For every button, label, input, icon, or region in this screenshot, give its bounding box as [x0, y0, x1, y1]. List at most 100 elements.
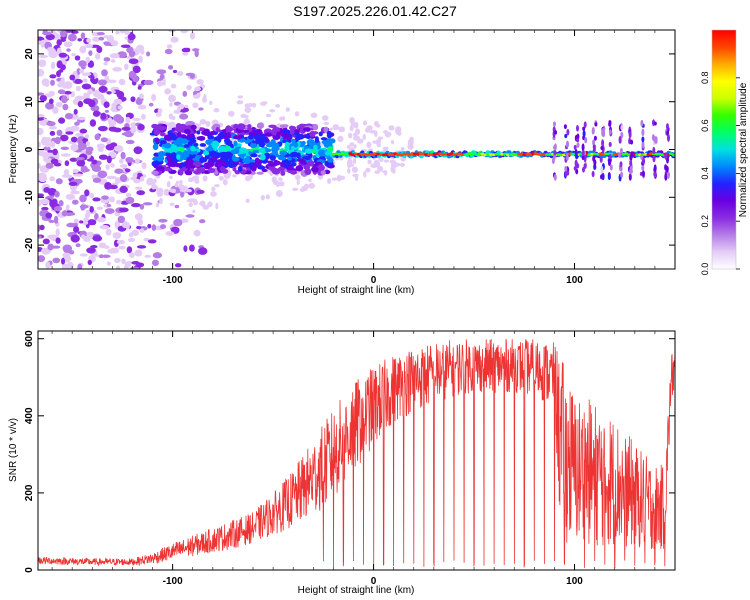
spectrogram-cell [110, 90, 116, 94]
spectrogram-cell [138, 55, 143, 64]
spectrogram-cell [119, 185, 128, 194]
spectrogram-cell [630, 139, 634, 145]
spectrogram-cell [58, 199, 64, 207]
spectrogram-cell [341, 126, 345, 132]
spectrogram-cell [89, 206, 94, 213]
spectrogram-cell [215, 202, 219, 210]
spectrogram-cell [133, 146, 143, 155]
spectrogram-cell [127, 237, 136, 242]
spectrogram-cell [641, 170, 645, 178]
spectrogram-cell [236, 100, 244, 105]
spectrogram-cell [151, 259, 159, 267]
spectrogram-cell [185, 158, 194, 165]
spectrogram-cell [75, 243, 81, 248]
spectrogram-cell [134, 249, 143, 257]
spectrogram-cell [383, 159, 390, 163]
spectrogram-cell [349, 142, 355, 147]
spectrogram-cell [193, 151, 199, 155]
spectrogram-cell [38, 59, 47, 68]
spectrogram-cell [46, 121, 56, 127]
spectrogram-cell [118, 207, 129, 213]
spectrogram-cell [141, 113, 146, 120]
spectrogram-cell [337, 135, 344, 143]
spectrogram-cell [326, 130, 332, 136]
spectrogram-cell [79, 220, 84, 224]
spectrogram-cell [600, 165, 604, 173]
spectrogram-cell [199, 119, 207, 125]
spectrogram-cell [377, 166, 384, 172]
spectrogram-cell [163, 142, 172, 149]
spectrogram-cell [120, 44, 131, 48]
spectrogram-cell [70, 234, 80, 243]
spectrogram-xtick-label: -100 [163, 275, 183, 286]
spectrogram-cell [179, 179, 183, 186]
spectrogram-cell [296, 133, 302, 141]
spectrogram-cell [608, 120, 612, 125]
spectrogram-cell [196, 92, 201, 98]
spectrogram-cell [583, 121, 587, 128]
spectrogram-cell [70, 30, 79, 34]
spectrogram-cell [182, 90, 188, 97]
spectrogram-cell [207, 135, 215, 140]
spectrogram-cell [189, 32, 196, 40]
spectrogram-cell [321, 115, 329, 121]
spectrogram-cell [601, 139, 605, 147]
spectrogram-cell [618, 136, 622, 144]
spectrogram-cell [192, 199, 198, 206]
spectrogram-cell [65, 212, 76, 216]
spectrogram-cell [38, 113, 45, 119]
spectrogram-cell [120, 151, 126, 160]
spectrogram-cell [92, 197, 101, 202]
spectrogram-cell [254, 157, 260, 164]
spectrogram-cell [125, 116, 131, 124]
spectrogram-cell [104, 109, 110, 113]
spectrogram-cell [652, 146, 656, 155]
colorbar-ticks: 0.0 0.2 0.4 0.6 0.8 [700, 72, 740, 275]
spectrogram-cell [349, 117, 355, 124]
spectrogram-cell [460, 153, 465, 157]
spectrogram-cell [96, 143, 106, 149]
spectrogram-cell [159, 224, 167, 230]
spectrogram-cell [282, 139, 287, 144]
spectrogram-cell [307, 160, 315, 167]
spectrogram-cell [42, 238, 50, 245]
spectrogram-cell [55, 228, 60, 237]
spectrogram-cell [101, 69, 108, 77]
spectrogram-cell [57, 89, 66, 95]
spectrogram-cell [652, 155, 656, 163]
spectrogram-cell [594, 122, 598, 127]
spectrogram-cell [79, 45, 87, 54]
spectrogram-cell [38, 141, 41, 148]
spectrogram-cell [114, 257, 121, 264]
spectrogram-cell [308, 178, 312, 183]
spectrogram-cell [294, 174, 301, 181]
spectrogram-ytick-label: -20 [24, 237, 35, 252]
spectrogram-cell [317, 164, 325, 171]
spectrogram-cell [607, 174, 611, 180]
spectrogram-cell [87, 88, 93, 95]
spectrogram-cell [172, 69, 178, 74]
spectrogram-cell [66, 174, 73, 179]
spectrogram-cell [302, 155, 312, 160]
colorbar-tick-label: 0.2 [700, 215, 710, 228]
spectrogram-cell [50, 158, 59, 164]
spectrogram-cell [279, 124, 289, 129]
spectrogram-cell [151, 224, 157, 231]
spectrogram-cell [296, 179, 300, 185]
spectrogram-cell [49, 74, 57, 79]
figure-title: S197.2025.226.01.42.C27 [293, 3, 457, 19]
spectrogram-cell [100, 112, 107, 120]
spectrogram-cell [65, 193, 76, 200]
spectrogram-cell [110, 59, 116, 63]
spectrogram-cell [664, 152, 668, 160]
spectrogram-cell [163, 188, 170, 196]
spectrogram-cell [324, 150, 333, 156]
spectrogram-cell [132, 65, 141, 74]
spectrogram-cell [63, 41, 73, 48]
spectrogram-cell [56, 129, 63, 137]
spectrogram-cell [628, 173, 632, 181]
spectrogram-cell [293, 142, 299, 148]
spectrogram-cell [52, 148, 58, 156]
spectrogram-cell [147, 223, 152, 229]
spectrogram-cell [329, 127, 333, 131]
